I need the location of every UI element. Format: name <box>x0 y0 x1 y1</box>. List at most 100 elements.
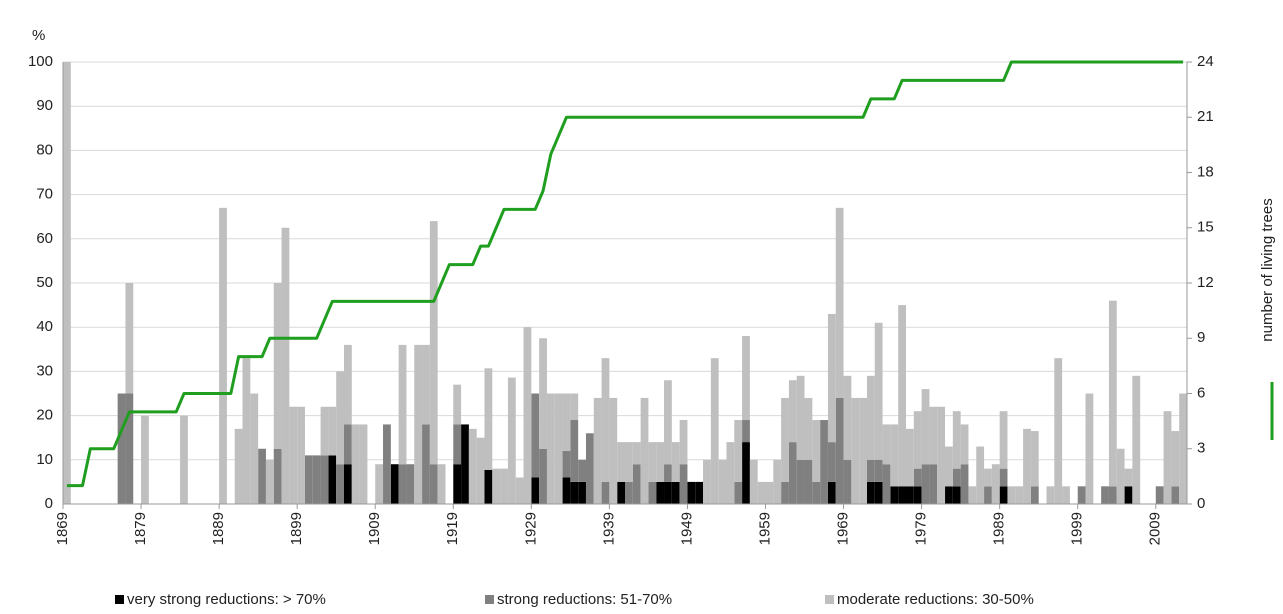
bar-segment <box>453 464 462 504</box>
bar-segment <box>671 481 680 504</box>
bar-segment <box>273 283 282 449</box>
bar-segment <box>328 406 337 456</box>
y2-tick-label: 0 <box>1197 495 1205 512</box>
bar-segment <box>312 455 321 504</box>
bar-segment <box>609 397 618 504</box>
bar-segment <box>1108 486 1117 504</box>
legend-label: strong reductions: 51-70% <box>497 591 672 608</box>
bar-segment <box>952 468 961 487</box>
bar-segment <box>320 406 329 456</box>
bar-segment <box>304 455 313 504</box>
bar-segment <box>999 411 1008 469</box>
y2-tick-label: 21 <box>1197 108 1214 125</box>
bar-segment <box>749 459 758 504</box>
bar-segment <box>999 468 1008 487</box>
bar-segment <box>796 375 805 460</box>
bar-segment <box>476 437 485 504</box>
bar-segment <box>63 62 71 504</box>
bar-segment <box>625 481 633 504</box>
bar-segment <box>866 375 875 460</box>
bar-segment <box>328 455 337 504</box>
bar-segment <box>812 481 821 504</box>
x-tick-label: 1899 <box>288 512 305 545</box>
bar-segment <box>1101 486 1109 504</box>
bar-segment <box>734 481 743 504</box>
bar-segment <box>453 424 462 465</box>
bar-segment <box>656 442 665 482</box>
bar-segment <box>429 464 438 504</box>
bar-segment <box>742 442 750 504</box>
y-tick-label: 70 <box>36 186 53 203</box>
bar-segment <box>351 424 360 504</box>
bar-segment <box>242 358 251 504</box>
bar-segment <box>1171 431 1180 487</box>
bar-segment <box>617 481 625 504</box>
bar-segment <box>906 428 914 487</box>
bar-segment <box>1179 393 1187 504</box>
y-tick-label: 50 <box>36 274 53 291</box>
y-tick-label: 90 <box>36 97 53 114</box>
bar-segment <box>890 424 899 487</box>
bar-segment <box>788 380 797 443</box>
bar-segment <box>125 393 134 504</box>
bar-segment <box>695 481 704 504</box>
bar-segment <box>265 459 274 504</box>
bar-segment <box>991 464 1000 504</box>
bar-segment <box>585 433 594 504</box>
bar-segment <box>781 397 789 482</box>
bar-segment <box>1163 411 1172 504</box>
x-tick-label: 1889 <box>210 512 227 545</box>
bar-segment <box>1155 486 1164 504</box>
bar-segment <box>827 481 836 504</box>
bar-segment <box>874 481 883 504</box>
bar-segment <box>1046 486 1055 504</box>
bar-segment <box>679 420 688 465</box>
bar-segment <box>866 481 875 504</box>
bar-segment <box>874 322 883 460</box>
bar-segment <box>453 384 462 425</box>
bar-segment <box>937 406 946 504</box>
y-tick-label: 40 <box>36 318 53 335</box>
bar-segment <box>398 464 407 504</box>
bar-segment <box>664 464 672 482</box>
bar-segment <box>859 397 867 504</box>
bar-segment <box>710 358 719 504</box>
bar-segment <box>734 420 743 482</box>
bar-segment <box>578 459 586 482</box>
bar-segment <box>468 428 477 504</box>
bar-segment <box>913 486 922 504</box>
bar-segment <box>281 227 290 504</box>
bar-segment <box>578 481 586 504</box>
bar-segment <box>898 486 906 504</box>
bar-segment <box>1085 393 1094 504</box>
bar-segment <box>742 420 750 443</box>
bar-segment <box>398 344 407 465</box>
bar-segment <box>570 420 579 482</box>
bar-segment <box>788 442 797 504</box>
bar-segment <box>726 442 735 504</box>
bar-segment <box>562 450 571 478</box>
bar-segment <box>531 393 540 478</box>
bar-segment <box>1062 486 1070 504</box>
legend-swatch <box>825 595 834 604</box>
bar-segment <box>273 448 282 504</box>
bar-segment <box>640 397 649 504</box>
line-series <box>66 60 1184 488</box>
bar-segment <box>601 481 610 504</box>
bar-segment <box>687 481 696 504</box>
bar-segment <box>882 424 891 465</box>
bar-segment <box>968 486 977 504</box>
bar-segment <box>984 486 992 504</box>
y-tick-label: 80 <box>36 141 53 158</box>
bar-segment <box>562 477 571 504</box>
bar-segment <box>812 420 821 482</box>
legend-label: moderate reductions: 30-50% <box>837 591 1034 608</box>
bar-segment <box>632 464 641 504</box>
bar-segment <box>882 464 891 504</box>
bar-segment <box>344 464 352 504</box>
bar-segment <box>804 397 813 460</box>
bar-segment <box>898 305 906 487</box>
bar-segment <box>804 459 813 504</box>
bar-segment <box>999 486 1008 504</box>
bar-segment <box>960 424 969 465</box>
